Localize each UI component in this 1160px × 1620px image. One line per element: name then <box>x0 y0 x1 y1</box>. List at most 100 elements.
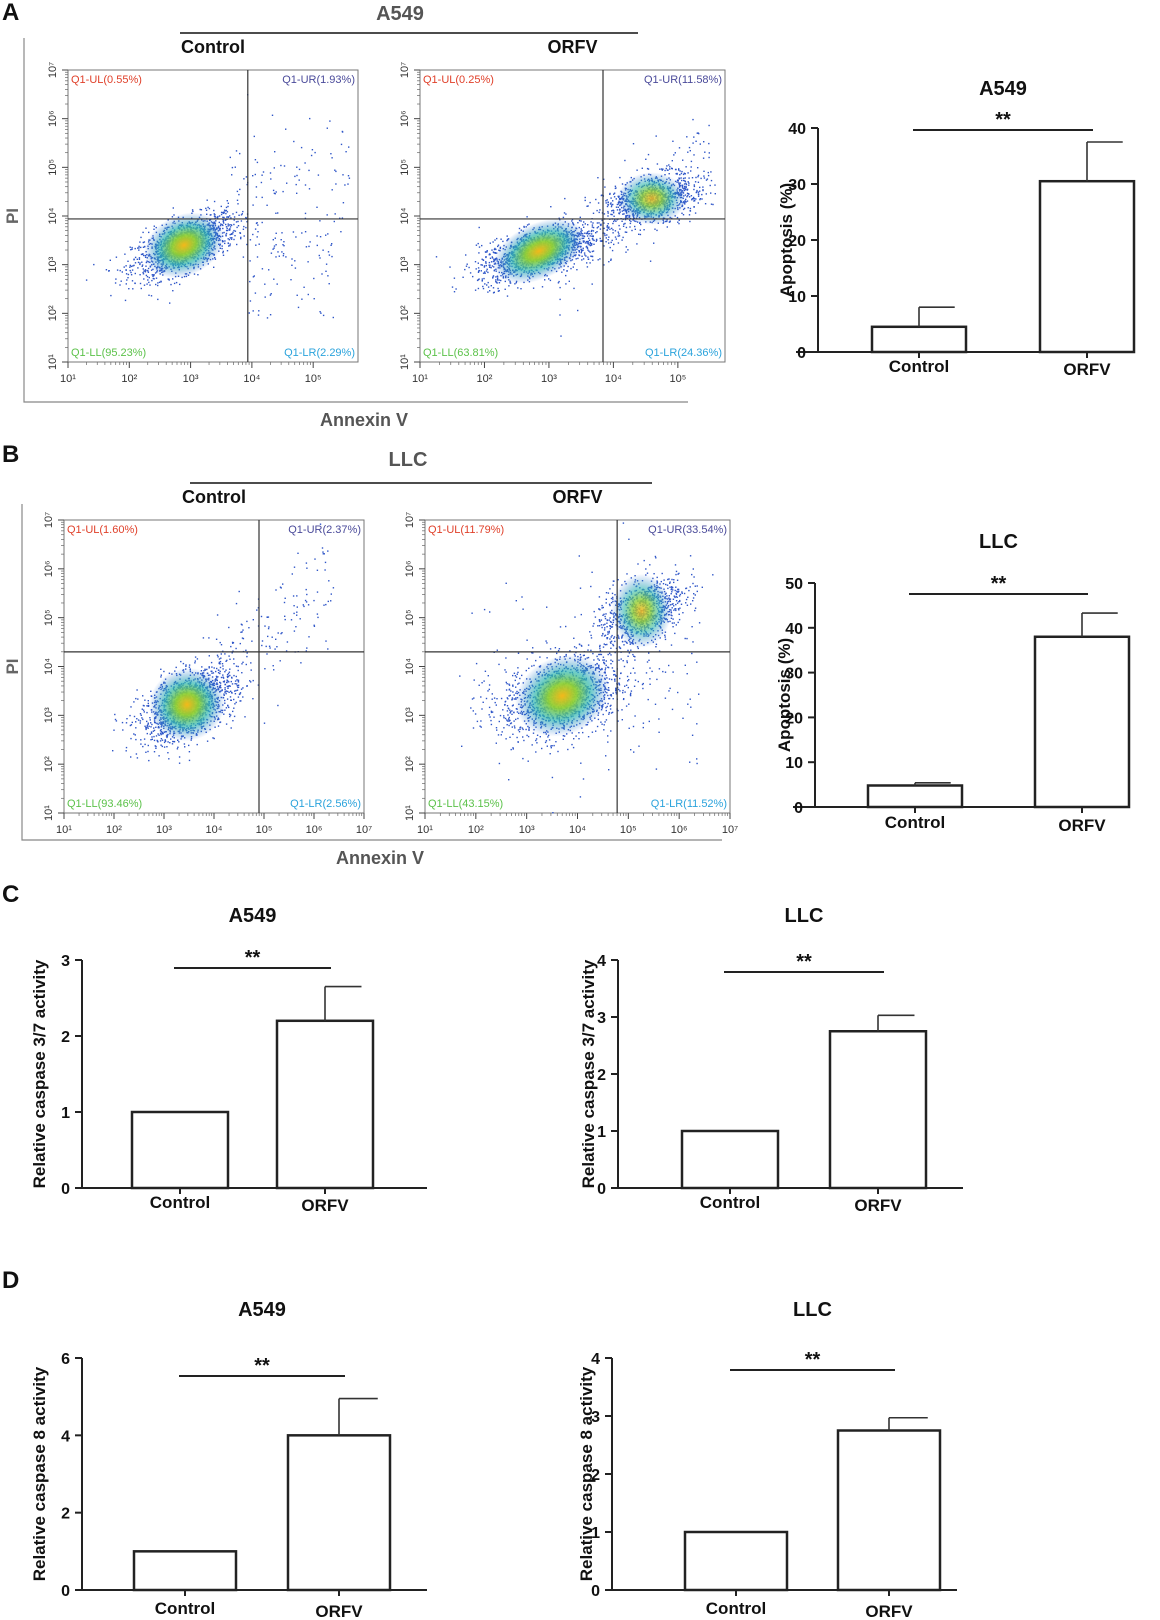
flow-event-dot <box>142 271 144 274</box>
flow-event-dot <box>606 226 608 228</box>
flow-event-dot <box>465 254 467 256</box>
flow-event-dot <box>223 212 225 214</box>
flow-event-dot <box>144 699 146 701</box>
quadrant-label-lr: Q1-LR(24.36%) <box>645 347 722 359</box>
flow-event-dot <box>623 213 625 215</box>
flow-event-dot <box>152 277 154 280</box>
y-tick-label: 10⁵ <box>399 159 411 176</box>
flow-event-dot <box>483 265 486 267</box>
flow-outer-axis <box>23 38 688 403</box>
flow-event-dot <box>151 274 153 276</box>
flow-event-dot <box>142 253 144 255</box>
flow-event-dot <box>703 141 705 143</box>
flow-event-dot <box>294 267 297 269</box>
flow-event-dot <box>223 209 226 211</box>
flow-event-dot <box>125 265 127 267</box>
flow-event-dot <box>641 167 643 169</box>
flow-event-dot <box>497 287 499 290</box>
flow-event-dot <box>495 279 497 281</box>
flow-event-dot <box>148 281 150 284</box>
flow-event-dot <box>142 268 144 270</box>
flow-event-dot <box>300 146 303 149</box>
y-tick-label: 10¹ <box>399 354 411 370</box>
flow-event-dot <box>588 250 590 252</box>
flow-event-dot <box>232 231 234 233</box>
x-tick-label: 10⁴ <box>243 373 260 385</box>
flow-event-dot <box>643 229 645 231</box>
flow-event-dot <box>137 698 139 700</box>
flow-event-dot <box>506 235 508 237</box>
flow-event-dot <box>125 269 127 271</box>
flow-event-dot <box>622 236 624 239</box>
flow-event-dot <box>282 190 284 193</box>
y-tick-label: 10³ <box>47 256 59 272</box>
flow-event-dot <box>109 259 111 261</box>
flow-event-dot <box>136 689 138 691</box>
y-tick-label: 10⁴ <box>47 207 59 224</box>
flow-event-dot <box>333 220 335 223</box>
flow-event-dot <box>614 236 617 238</box>
flow-event-dot <box>231 233 234 235</box>
flow-event-dot <box>587 243 589 245</box>
flow-event-dot <box>532 287 535 289</box>
flow-event-dot <box>586 231 589 233</box>
flow-event-dot <box>281 251 283 253</box>
flow-event-dot <box>481 258 483 260</box>
flow-event-dot <box>231 166 234 169</box>
flow-event-dot <box>262 171 265 173</box>
flow-event-dot <box>699 186 701 189</box>
flow-event-dot <box>645 158 647 160</box>
flow-event-dot <box>693 185 696 188</box>
flow-event-dot <box>486 268 488 270</box>
flow-event-dot <box>272 189 275 192</box>
flow-event-dot <box>313 277 315 280</box>
flow-event-dot <box>314 151 316 154</box>
flow-event-dot <box>592 212 595 214</box>
flow-event-dot <box>147 702 149 705</box>
flow-event-dot <box>601 219 603 222</box>
flow-event-dot <box>583 226 585 228</box>
flow-event-dot <box>592 222 594 224</box>
flow-event-dot <box>603 227 605 230</box>
flow-event-dot <box>634 228 636 230</box>
flow-event-dot <box>233 229 235 232</box>
flow-event-dot <box>619 228 621 230</box>
flow-event-dot <box>239 700 241 702</box>
flow-event-dot <box>495 281 498 283</box>
flow-event-dot <box>702 157 705 159</box>
flow-event-dot <box>610 213 612 216</box>
flow-xlabel-annexin: Annexin V <box>320 410 408 430</box>
flow-event-dot <box>699 198 702 200</box>
flow-event-dot <box>143 241 146 243</box>
flow-event-dot <box>129 266 131 268</box>
flow-event-dot <box>605 237 607 239</box>
flow-event-dot <box>617 242 620 244</box>
flow-event-dot <box>587 233 590 235</box>
flow-event-dot <box>697 193 700 195</box>
flow-event-dot <box>294 260 296 262</box>
flow-event-dot <box>246 221 248 223</box>
flow-event-dot <box>675 173 677 175</box>
flow-event-dot <box>316 244 318 247</box>
flow-event-dot <box>245 176 248 178</box>
flow-event-dot <box>146 276 149 278</box>
flow-event-dot <box>695 198 697 200</box>
flow-event-dot <box>254 173 256 176</box>
flow-event-dot <box>615 220 617 222</box>
flow-event-dot <box>294 175 296 178</box>
flow-event-dot <box>491 256 493 258</box>
flow-event-dot <box>584 196 586 199</box>
flow-event-dot <box>151 279 153 282</box>
flow-event-dot <box>173 214 175 216</box>
flow-event-dot <box>614 187 617 190</box>
flow-event-dot <box>139 241 141 243</box>
flow-event-dot <box>93 263 95 266</box>
flow-event-dot <box>678 169 680 171</box>
flow-event-dot <box>492 275 495 277</box>
flow-event-dot <box>275 244 277 246</box>
flow-event-dot <box>492 277 494 279</box>
flow-event-dot <box>157 284 159 287</box>
flow-event-dot <box>301 298 303 300</box>
flow-event-dot <box>708 152 710 154</box>
flow-event-dot <box>695 176 697 179</box>
